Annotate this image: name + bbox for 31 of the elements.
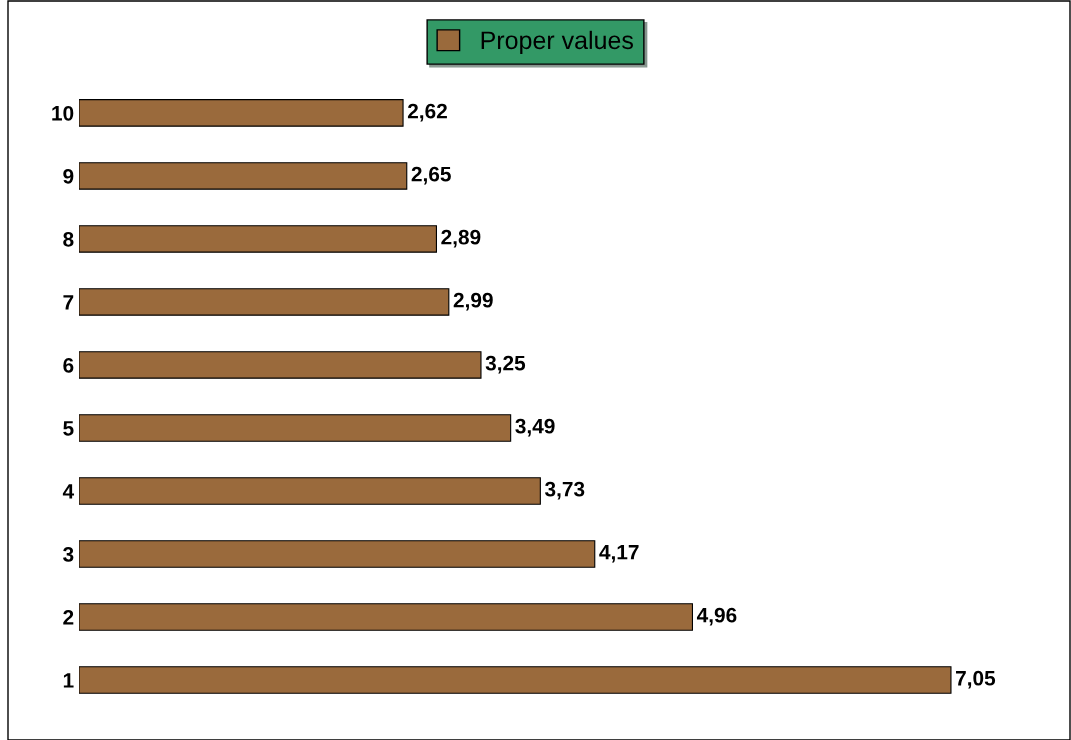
bar (79, 540, 596, 568)
bar (79, 225, 437, 253)
bar (79, 162, 408, 190)
bar (79, 477, 541, 505)
y-tick-label: 5 (63, 421, 74, 436)
data-label: 3,49 (515, 418, 555, 437)
y-tick-label: 3 (63, 546, 74, 562)
bar (79, 99, 404, 127)
bar (79, 351, 482, 379)
y-tick-label: 10 (52, 105, 74, 121)
data-label: 2,62 (407, 103, 447, 122)
bar (79, 603, 694, 631)
y-tick-label: 2 (63, 609, 74, 625)
bar (79, 666, 952, 694)
y-tick-label: 6 (63, 357, 74, 373)
data-label: 3,25 (485, 355, 526, 374)
y-tick-label: 4 (62, 484, 75, 499)
y-tick-label: 9 (63, 168, 74, 184)
y-tick-label: 8 (63, 231, 74, 247)
data-label: 4,17 (599, 545, 639, 563)
y-tick-label: 7 (63, 295, 74, 310)
bar (79, 414, 512, 442)
data-label: 2,65 (411, 166, 451, 185)
data-label: 3,73 (544, 481, 585, 500)
data-label: 4,96 (696, 607, 737, 626)
data-label: 2,89 (441, 229, 481, 248)
data-label: 7,05 (956, 670, 996, 689)
y-tick-label: 1 (63, 673, 74, 688)
data-label: 2,99 (453, 292, 493, 311)
legend-label: Proper values (481, 30, 633, 55)
bar (79, 288, 450, 316)
